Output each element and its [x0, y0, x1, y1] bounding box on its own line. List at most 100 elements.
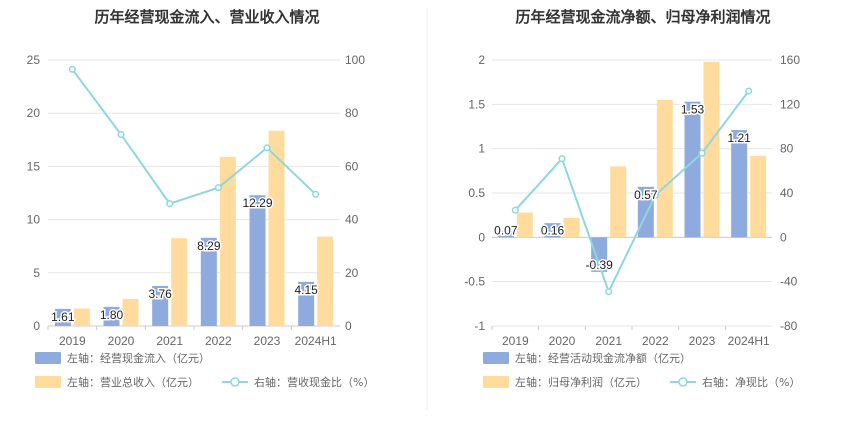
bar-data-label: 3.76: [148, 287, 172, 301]
bar-data-label: -0.39: [585, 258, 613, 272]
right-axis-tick-label: -40: [780, 275, 798, 289]
category-label: 2022: [642, 334, 669, 348]
right-axis-tick-label: -80: [780, 319, 798, 333]
category-label: 2023: [689, 334, 716, 348]
ratio-line-point: [166, 200, 174, 208]
bar-data-label: 1.80: [100, 308, 124, 322]
left-axis-tick-label: 1.5: [468, 97, 485, 111]
legend-label: 左轴：经营活动现金流净额（亿元）: [515, 351, 691, 365]
ratio-line-point: [263, 144, 271, 152]
left-axis-tick-label: 20: [27, 106, 41, 120]
category-label: 2021: [595, 334, 622, 348]
bar-secondary: [750, 155, 767, 238]
category-label: 2020: [549, 334, 576, 348]
category-label: 2019: [502, 334, 529, 348]
ratio-line-point: [511, 206, 519, 214]
right-axis-tick-label: 160: [780, 53, 800, 67]
left-axis-tick-label: 2: [478, 53, 485, 67]
category-label: 2021: [156, 334, 183, 348]
legend-label: 右轴：净现比（%）: [702, 375, 800, 389]
ratio-line: [71, 68, 317, 205]
bar-secondary: [516, 212, 533, 238]
left-axis-tick-label: -1: [474, 319, 485, 333]
left-axis-tick-label: -0.5: [464, 275, 485, 289]
legend-label: 左轴：归母净利润（亿元）: [515, 375, 647, 389]
legend-swatch-bar: [35, 376, 61, 388]
right-axis-tick-label: 40: [780, 186, 794, 200]
right-axis-tick-label: 0: [345, 319, 352, 333]
ratio-line-point: [745, 87, 753, 95]
legend-label: 右轴：营收现金比（%）: [254, 375, 374, 389]
bar-data-label: 4.15: [294, 283, 318, 297]
bar-secondary: [563, 217, 580, 238]
bar-data-label: 8.29: [197, 239, 221, 253]
bar-secondary: [610, 166, 627, 238]
bar-data-label: 0.07: [494, 223, 518, 237]
left-axis-tick-label: 15: [27, 159, 41, 173]
chart-net-cash-flow-profit: 历年经营现金流净额、归母净利润情况 -1 -0.5 0 0.5 1 1.5 2 -80 -40 0 4…: [464, 8, 800, 389]
left-axis-tick-label: 10: [27, 213, 41, 227]
right-axis-tick-label: 80: [345, 106, 359, 120]
left-axis-tick-label: 0: [478, 230, 485, 244]
category-label: 2022: [205, 334, 232, 348]
bar-primary: [298, 281, 315, 326]
bar-data-label: 0.16: [541, 223, 565, 237]
ratio-line-point: [558, 155, 566, 163]
right-axis-tick-label: 80: [780, 142, 794, 156]
bar-data-label: 0.57: [634, 188, 658, 202]
legend-swatch-bar: [35, 352, 61, 364]
bar-secondary: [317, 236, 334, 326]
bar-primary: [249, 195, 266, 326]
chart-title: 历年经营现金流入、营业收入情况: [94, 8, 319, 26]
right-axis-tick-label: 120: [780, 97, 800, 111]
bar-primary: [591, 237, 608, 272]
ratio-line-point: [68, 65, 76, 73]
bar-secondary: [656, 99, 673, 238]
legend-label: 左轴：经营现金流入（亿元）: [67, 351, 210, 365]
bar-primary: [152, 285, 169, 326]
right-axis-tick-label: 100: [345, 53, 365, 67]
left-axis-tick-label: 25: [27, 53, 41, 67]
right-axis-tick-label: 60: [345, 159, 359, 173]
category-label: 2023: [254, 334, 281, 348]
bar-primary: [731, 130, 748, 238]
category-label: 2020: [108, 334, 135, 348]
left-axis-tick-label: 1: [478, 142, 485, 156]
left-axis-tick-label: 5: [33, 266, 40, 280]
bar-secondary: [171, 238, 188, 326]
left-axis-tick-label: 0: [33, 319, 40, 333]
legend-swatch-point: [230, 377, 240, 387]
bar-primary: [103, 306, 120, 326]
right-axis-tick-label: 20: [345, 266, 359, 280]
ratio-line-point: [698, 149, 706, 157]
bar-secondary: [703, 61, 720, 238]
bar-primary: [200, 237, 217, 326]
category-label: 2024H1: [728, 334, 770, 348]
bar-data-label: 12.29: [242, 196, 272, 210]
bar-secondary: [219, 156, 236, 326]
bar-primary: [497, 231, 514, 238]
bar-data-label: 1.61: [51, 310, 75, 324]
bar-secondary: [268, 130, 285, 326]
bar-primary: [54, 308, 71, 326]
ratio-line-point: [117, 130, 125, 139]
bar-data-label: 1.53: [681, 103, 705, 117]
bar-secondary: [122, 298, 139, 326]
category-label: 2024H1: [295, 334, 337, 348]
right-axis-tick-label: 0: [780, 230, 787, 244]
bar-primary: [684, 101, 701, 238]
category-label: 2019: [59, 334, 86, 348]
ratio-line-point: [605, 288, 613, 296]
ratio-line-point: [214, 184, 222, 192]
legend-swatch-bar: [483, 352, 509, 364]
bar-data-label: 1.21: [727, 131, 751, 145]
bar-primary: [544, 223, 561, 238]
ratio-line-point: [312, 190, 320, 198]
ratio-line-point: [651, 191, 659, 199]
right-axis-tick-label: 40: [345, 213, 359, 227]
legend-swatch-bar: [483, 376, 509, 388]
legend-swatch-point: [678, 377, 688, 387]
legend-label: 左轴：营业总收入（亿元）: [67, 375, 199, 389]
left-axis-tick-label: 0.5: [468, 186, 485, 200]
